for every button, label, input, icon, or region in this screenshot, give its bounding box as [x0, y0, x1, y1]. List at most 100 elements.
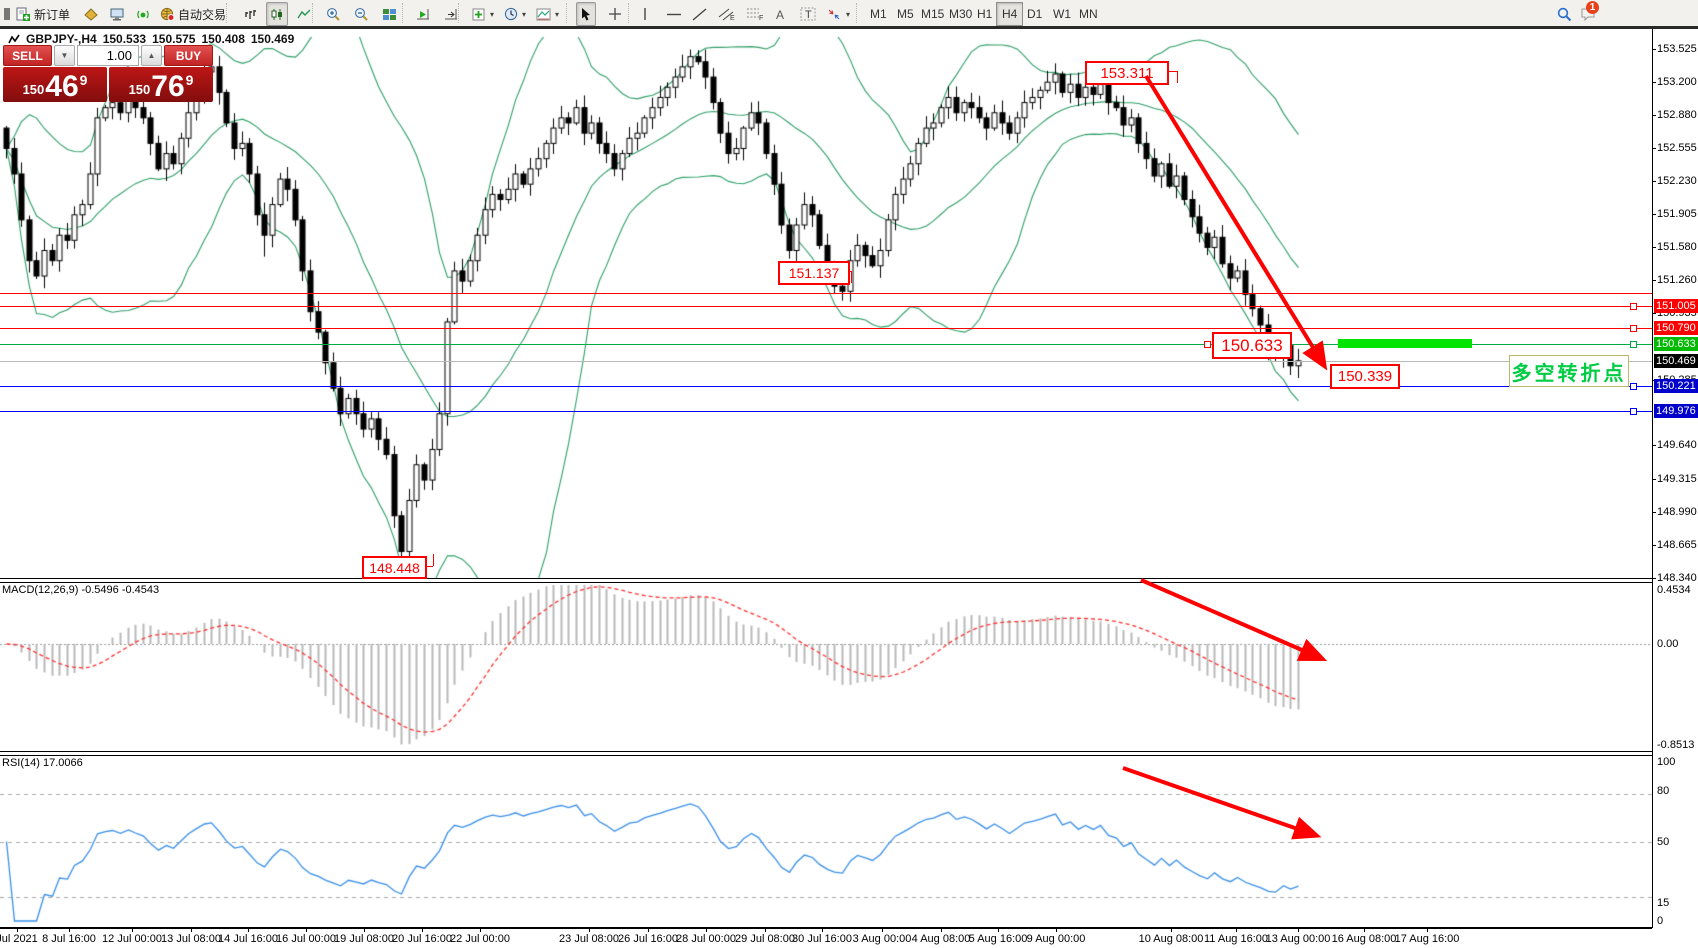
time-axis-tick	[191, 928, 192, 932]
data-window-button[interactable]	[106, 2, 129, 26]
new-order-button[interactable]: 新订单	[12, 2, 74, 26]
shapes-icon	[826, 8, 842, 21]
timeframe-w1[interactable]: W1	[1053, 7, 1071, 21]
price-axis-tick	[1652, 214, 1656, 215]
bar-chart-button[interactable]	[240, 2, 262, 26]
price-tag-148.448[interactable]: 148.448	[362, 556, 427, 579]
chart-shift-button[interactable]	[440, 2, 463, 26]
level-anchor-marker[interactable]	[1630, 303, 1637, 310]
pane-separator[interactable]	[0, 751, 1652, 752]
level-anchor-marker[interactable]	[1630, 408, 1637, 415]
timeframe-m1[interactable]: M1	[870, 7, 887, 21]
price-axis-badge-150.469: 150.469	[1654, 354, 1698, 368]
autotrade-button[interactable]: 自动交易	[156, 2, 230, 26]
level-line-150.633[interactable]	[0, 344, 1652, 345]
search-button[interactable]	[1553, 2, 1576, 26]
level-line-150.221[interactable]	[0, 386, 1652, 387]
svg-text:F: F	[759, 15, 763, 21]
buy-price[interactable]: 150 76 9	[109, 67, 213, 102]
tile-windows-button[interactable]	[378, 2, 401, 26]
hline-button[interactable]	[662, 2, 686, 26]
line-chart-button[interactable]	[293, 2, 315, 26]
pane-separator[interactable]	[0, 755, 1652, 756]
support-zone-bar[interactable]	[1338, 339, 1472, 348]
clock-icon	[504, 7, 518, 21]
volume-input[interactable]: 1.00	[77, 45, 139, 66]
time-axis-tick	[1171, 928, 1172, 932]
level-anchor-marker[interactable]	[1630, 325, 1637, 332]
sell-price[interactable]: 150 46 9	[3, 67, 107, 102]
fibonacci-button[interactable]: F	[742, 2, 768, 26]
fibo-icon: F	[746, 7, 764, 21]
price-tag-151.137[interactable]: 151.137	[778, 261, 850, 285]
dropdown-arrow-icon[interactable]: ▾	[555, 9, 560, 19]
time-axis-tick	[941, 928, 942, 932]
toolbar-separator	[226, 3, 232, 23]
wizard-button[interactable]	[80, 2, 103, 26]
sell-button[interactable]: SELL	[3, 45, 52, 66]
price-tag-150.339[interactable]: 150.339	[1330, 364, 1400, 389]
cursor-button[interactable]	[576, 2, 596, 26]
price-axis-label: 149.315	[1657, 473, 1697, 485]
templates-button[interactable]: ▾	[532, 2, 563, 26]
sell-price-sup: 9	[79, 72, 88, 88]
price-tag-connector	[851, 271, 852, 283]
dropdown-arrow-icon[interactable]: ▾	[490, 9, 495, 19]
notification-badge: 1	[1586, 1, 1599, 14]
timeframe-d1[interactable]: D1	[1027, 7, 1043, 21]
crosshair-button[interactable]	[604, 2, 626, 26]
timeframe-m5[interactable]: M5	[897, 7, 914, 21]
sell-price-big: 46	[45, 70, 79, 103]
auto-scroll-button[interactable]	[412, 2, 435, 26]
periods-button[interactable]: ▾	[500, 2, 530, 26]
macd-axis-label: -0.8513	[1657, 739, 1695, 751]
arrows-button[interactable]: ▾	[822, 2, 854, 26]
level-line-150.469[interactable]	[0, 361, 1652, 362]
chart-window: GBPJPY-,H4 150.533 150.575 150.408 150.4…	[0, 29, 1698, 948]
zoom-out-button[interactable]	[350, 2, 373, 26]
timeframe-m30[interactable]: M30	[949, 7, 973, 21]
pane-separator[interactable]	[0, 578, 1652, 579]
toolbar-separator	[856, 3, 862, 23]
chart-canvas[interactable]	[0, 29, 1652, 948]
price-tag-150.633[interactable]: 150.633	[1212, 332, 1292, 359]
text-label-button[interactable]: T	[796, 2, 820, 26]
time-axis-label: 13 Jul 08:00	[161, 933, 221, 945]
price-axis-tick	[1652, 512, 1656, 513]
turning-point-annotation[interactable]: 多空转折点	[1509, 355, 1629, 387]
clipped-icon[interactable]	[0, 2, 16, 26]
dropdown-arrow-icon[interactable]: ▾	[522, 9, 527, 19]
signals-button[interactable]	[132, 2, 154, 26]
indicators-button[interactable]: ▾	[468, 2, 498, 26]
price-tag-anchor	[1204, 340, 1211, 348]
buy-button[interactable]: BUY	[164, 45, 213, 66]
time-axis-label: 3 Aug 00:00	[852, 933, 912, 945]
toolbar-separator	[402, 3, 408, 23]
zoom-in-button[interactable]	[322, 2, 345, 26]
price-tag-153.311[interactable]: 153.311	[1085, 61, 1169, 85]
rsi-axis-label: 80	[1657, 785, 1670, 797]
timeframe-m15[interactable]: M15	[921, 7, 945, 21]
cursor-icon	[580, 7, 592, 21]
text-button[interactable]: A	[770, 2, 791, 26]
level-line-151.137[interactable]	[0, 293, 1652, 294]
level-anchor-marker[interactable]	[1630, 341, 1637, 348]
vline-button[interactable]	[636, 2, 654, 26]
autotrade-button-label: 自动交易	[178, 7, 227, 22]
timeframe-h4[interactable]: H4	[996, 2, 1024, 26]
volume-decrease-button[interactable]: ▼	[54, 45, 75, 66]
timeframe-mn[interactable]: MN	[1079, 7, 1098, 21]
timeframe-h1[interactable]: H1	[977, 7, 993, 21]
level-line-149.976[interactable]	[0, 411, 1652, 412]
time-axis-tick	[364, 928, 365, 932]
level-line-151.005[interactable]	[0, 306, 1652, 307]
level-line-150.79[interactable]	[0, 328, 1652, 329]
candle-chart-button[interactable]	[266, 2, 288, 26]
buy-price-prefix: 150	[128, 82, 151, 97]
dropdown-arrow-icon[interactable]: ▾	[846, 9, 851, 19]
trendline-button[interactable]	[688, 2, 711, 26]
channel-button[interactable]: E	[714, 2, 740, 26]
volume-increase-button[interactable]: ▲	[141, 45, 162, 66]
level-anchor-marker[interactable]	[1630, 383, 1637, 390]
pane-separator[interactable]	[0, 582, 1652, 583]
